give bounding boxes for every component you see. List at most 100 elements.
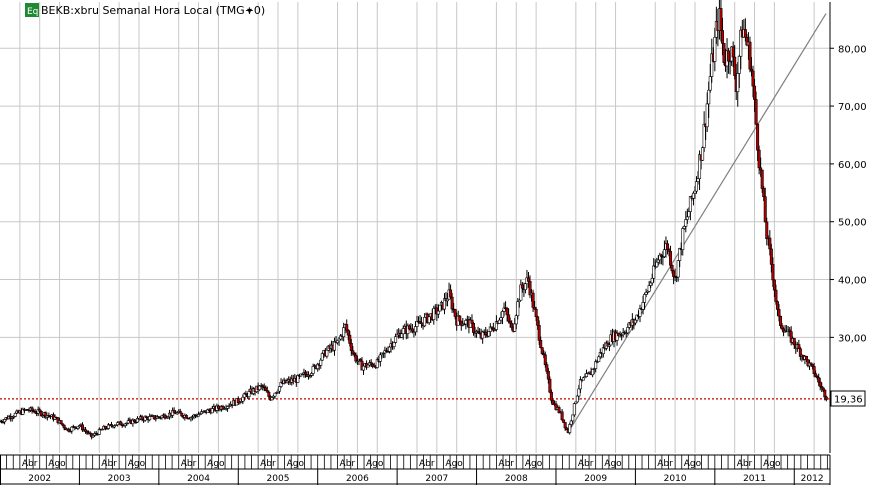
candle-body xyxy=(581,377,585,381)
candle-body xyxy=(30,407,34,412)
candle xyxy=(143,415,147,422)
candle-body xyxy=(487,331,491,337)
candle xyxy=(242,392,246,401)
candle xyxy=(779,315,783,329)
candle xyxy=(333,337,337,356)
candle xyxy=(148,413,152,422)
candle-body xyxy=(809,362,813,365)
candle xyxy=(438,304,442,312)
candle-body xyxy=(413,326,417,333)
candle-body xyxy=(733,56,737,76)
candle xyxy=(713,27,717,72)
candle-body xyxy=(798,348,802,357)
candle xyxy=(227,403,231,409)
candle xyxy=(494,315,498,332)
candle-body xyxy=(267,391,271,397)
candle-body xyxy=(236,398,240,403)
candle-body xyxy=(756,123,760,151)
candle-body xyxy=(470,319,474,324)
candle xyxy=(581,376,585,381)
candle-body xyxy=(543,354,547,366)
candle-body xyxy=(669,251,673,266)
candle-body xyxy=(695,181,699,192)
candle-body xyxy=(520,284,524,289)
candle-body xyxy=(400,333,404,338)
candle-body xyxy=(80,424,84,431)
candle-body xyxy=(333,341,337,351)
candle-body xyxy=(705,103,709,128)
year-label: 2008 xyxy=(505,474,528,484)
candle xyxy=(701,146,705,161)
candle xyxy=(739,26,743,70)
candle-body xyxy=(450,296,454,310)
year-label: 2012 xyxy=(801,474,824,484)
candle xyxy=(586,372,590,375)
candle xyxy=(615,330,619,346)
candle xyxy=(106,423,110,430)
candle-body xyxy=(774,289,778,302)
candle xyxy=(563,422,567,431)
candle-body xyxy=(534,308,538,318)
chart-header: Eq BEKB:xbru Semanal Hora Local (TMG+0) … xyxy=(25,3,265,17)
candle-body xyxy=(540,347,544,354)
month-label: Abr xyxy=(737,459,753,469)
candle-body xyxy=(578,379,582,390)
candle xyxy=(548,376,552,394)
grid-lines xyxy=(0,2,831,453)
candle-body xyxy=(73,426,77,428)
candle-body xyxy=(536,316,540,326)
candle xyxy=(769,243,773,273)
candle xyxy=(267,390,271,399)
candle-body xyxy=(591,369,595,376)
candle xyxy=(470,314,474,329)
candle xyxy=(436,304,440,319)
candle-body xyxy=(572,403,576,416)
candle xyxy=(238,401,242,405)
candle-body xyxy=(707,89,711,105)
candle-body xyxy=(594,361,598,369)
candle-body xyxy=(514,315,518,325)
candle-body xyxy=(739,29,743,57)
candle xyxy=(814,370,818,378)
candle xyxy=(62,424,66,431)
candle xyxy=(345,319,349,333)
candle xyxy=(446,293,450,307)
candle-body xyxy=(762,188,766,198)
candle xyxy=(771,257,775,288)
candle-body xyxy=(216,405,220,409)
candle xyxy=(557,405,561,414)
candle-body xyxy=(3,419,7,423)
candle-body xyxy=(702,123,706,148)
candle xyxy=(601,344,605,358)
y-tick-label: 50,00 xyxy=(838,218,867,229)
candle-body xyxy=(484,331,488,336)
candle-body xyxy=(753,85,757,100)
candle-body xyxy=(743,29,747,38)
candle-body xyxy=(349,343,353,351)
candle-body xyxy=(811,364,815,367)
candle xyxy=(688,196,692,221)
candle-body xyxy=(351,350,355,354)
candle-body xyxy=(273,392,277,397)
candle-body xyxy=(757,149,761,169)
y-tick-label: 40,00 xyxy=(838,276,867,287)
candle xyxy=(568,422,572,435)
candle-body xyxy=(242,393,246,398)
candle-body xyxy=(720,30,724,44)
year-label: 2004 xyxy=(187,474,210,484)
last-price-label: 19,36 xyxy=(834,395,863,406)
candle xyxy=(539,336,543,349)
candle-body xyxy=(70,426,74,432)
candle-body xyxy=(615,332,619,341)
candle xyxy=(100,428,104,431)
trendline-segment[interactable] xyxy=(567,13,827,434)
candle-body xyxy=(508,320,512,324)
instrument-badge[interactable] xyxy=(25,3,39,17)
candle-body xyxy=(821,387,825,391)
chevron-down-icon[interactable]: ▾ xyxy=(247,6,252,17)
candle xyxy=(652,258,656,283)
candle-body xyxy=(342,327,346,338)
month-label: Abr xyxy=(101,459,117,469)
candle-body xyxy=(523,283,527,290)
